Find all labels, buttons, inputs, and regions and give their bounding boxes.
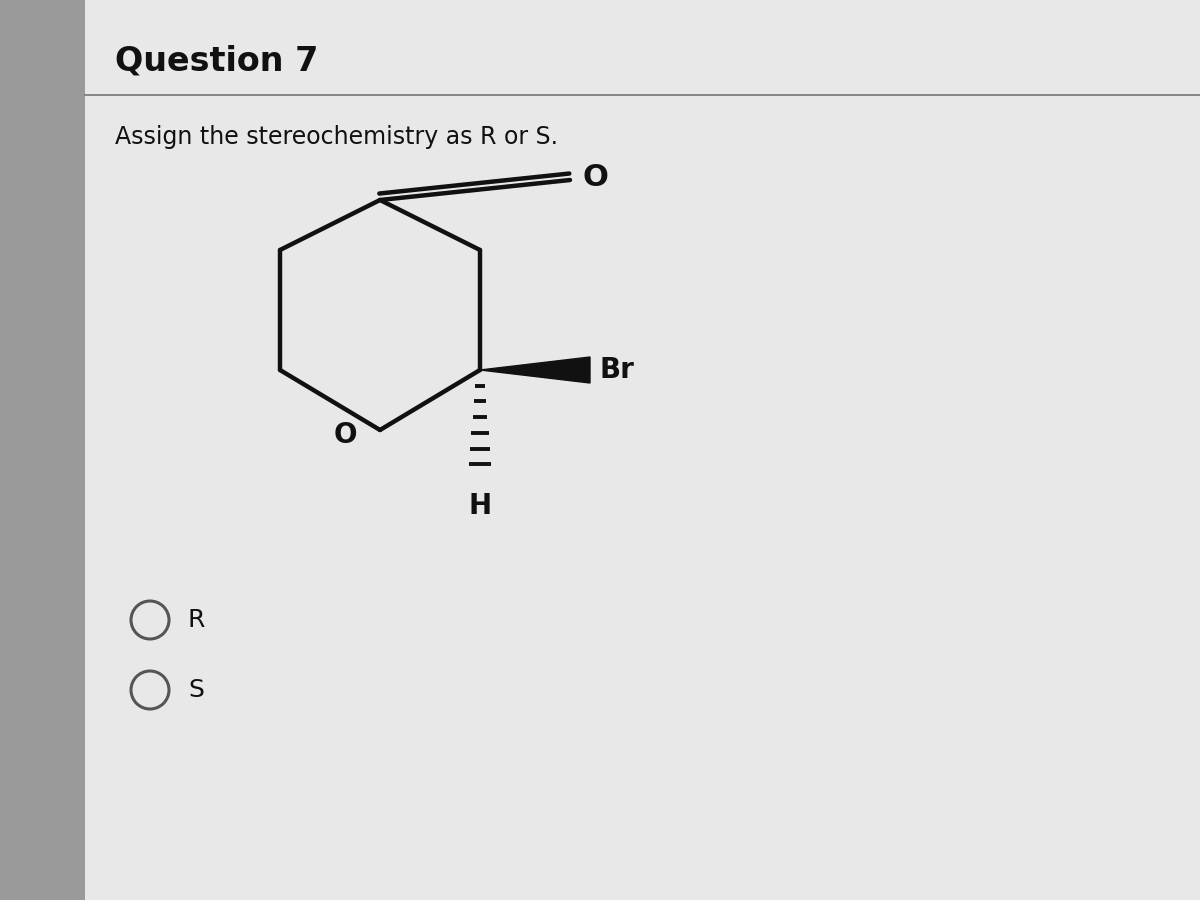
Text: Br: Br: [600, 356, 635, 384]
Text: O: O: [334, 421, 356, 449]
Text: S: S: [188, 678, 204, 702]
Polygon shape: [480, 357, 590, 383]
Text: Assign the stereochemistry as R or S.: Assign the stereochemistry as R or S.: [115, 125, 558, 149]
Text: H: H: [468, 492, 492, 520]
Text: R: R: [188, 608, 205, 632]
FancyBboxPatch shape: [0, 0, 85, 900]
FancyBboxPatch shape: [85, 0, 1200, 900]
Text: O: O: [583, 163, 608, 192]
Text: Question 7: Question 7: [115, 45, 318, 78]
